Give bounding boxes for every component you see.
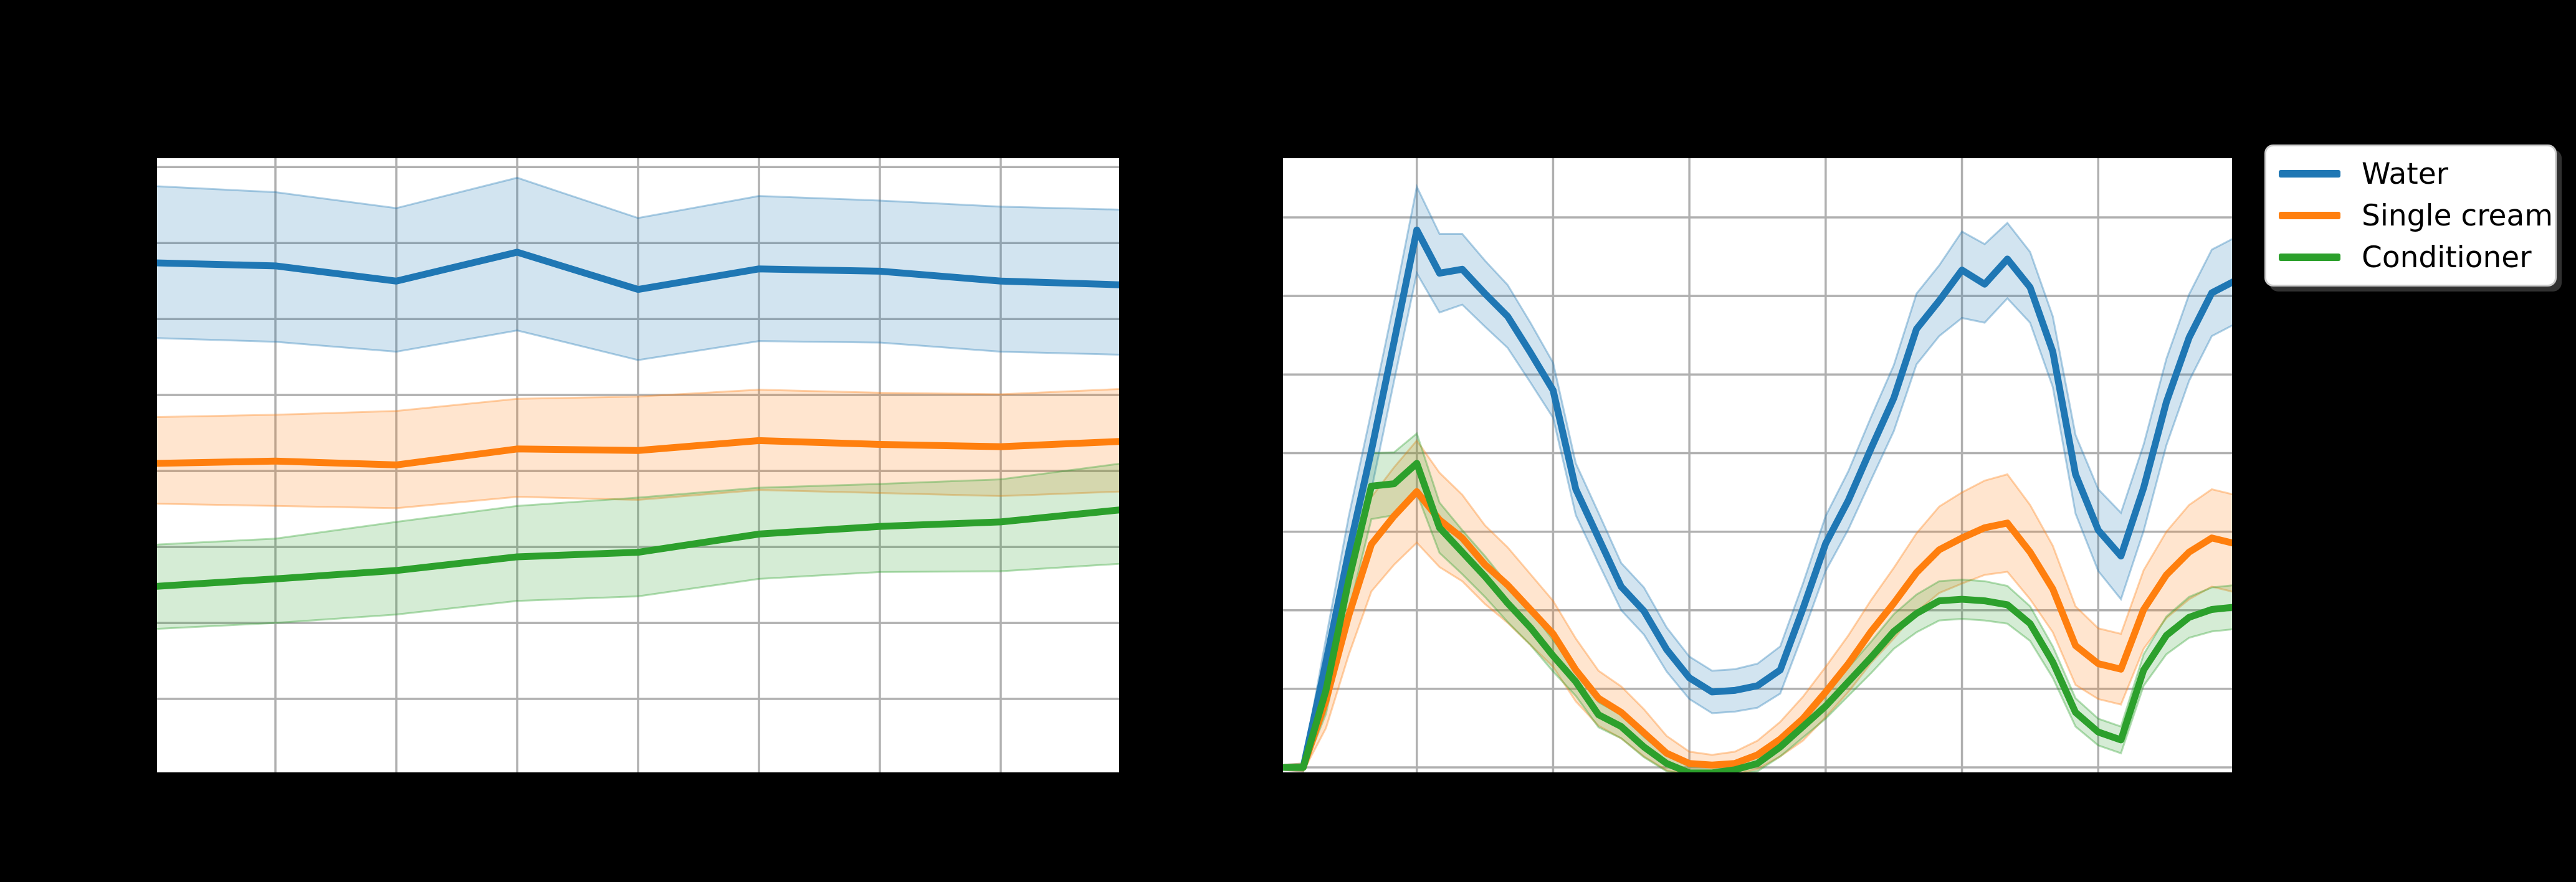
legend-line-single-cream-swatch: [2279, 212, 2340, 219]
line-water: [155, 249, 1122, 293]
line-conditioner: [1281, 460, 2235, 775]
band-edge: [155, 462, 1122, 546]
axes-spines: [155, 156, 1122, 775]
confidence-band-conditioner: [1281, 433, 2235, 775]
legend-item-single-cream: Single cream: [2278, 196, 2553, 235]
band-edge: [1281, 491, 2235, 775]
left-plot: [155, 156, 1122, 775]
band-edge: [155, 489, 1122, 510]
band-edge: [155, 329, 1122, 361]
legend: Water Single cream Conditioner: [2264, 145, 2557, 287]
axes-spines: [1281, 156, 2235, 775]
line-conditioner: [155, 506, 1122, 590]
series-layer: [1281, 184, 2235, 775]
legend-item-conditioner: Conditioner: [2278, 237, 2544, 277]
confidence-band-conditioner: [155, 463, 1122, 629]
band-edge: [155, 176, 1122, 219]
band-edge: [1281, 439, 2235, 766]
band-edge: [155, 387, 1122, 419]
band-edge: [1281, 184, 2235, 766]
line-water: [1281, 226, 2235, 771]
confidence-band-water: [155, 178, 1122, 361]
legend-label-single-cream: Single cream: [2362, 198, 2554, 233]
legend-item-water: Water: [2278, 154, 2544, 194]
band-edge: [155, 562, 1122, 630]
right-plot: [1281, 156, 2235, 775]
legend-label-conditioner: Conditioner: [2362, 240, 2532, 275]
legend-line-conditioner-swatch: [2279, 254, 2340, 261]
line-single-cream: [155, 437, 1122, 468]
grid: [155, 156, 1122, 775]
band-edge: [1281, 541, 2235, 775]
series-layer: [155, 176, 1122, 630]
band-edge: [1281, 270, 2235, 772]
legend-label-water: Water: [2362, 156, 2448, 191]
legend-line-water-swatch: [2279, 170, 2340, 178]
